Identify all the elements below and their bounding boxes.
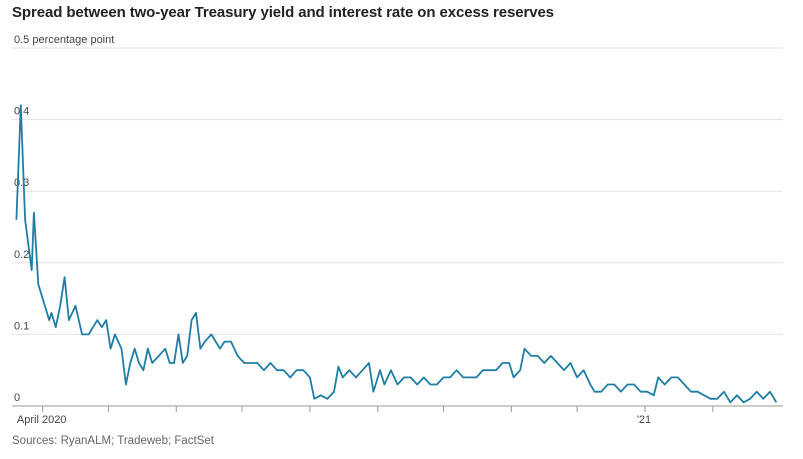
source-note: Sources: RyanALM; Tradeweb; FactSet <box>12 435 214 447</box>
x-tick-label: April 2020 <box>17 414 67 426</box>
y-tick-label: 0 <box>14 392 20 404</box>
gridlines <box>12 47 783 335</box>
chart-title: Spread between two-year Treasury yield a… <box>12 4 554 21</box>
y-tick-label: 0.5 percentage point <box>14 34 114 46</box>
y-axis-ticks: 00.10.20.30.40.5 percentage point <box>14 34 114 404</box>
y-tick-label: 0.1 <box>14 320 29 332</box>
y-tick-label: 0.2 <box>14 249 29 261</box>
series-layer <box>15 104 778 404</box>
y-tick-label: 0.3 <box>14 177 29 189</box>
x-tick-label: '21 <box>637 414 651 426</box>
series-line <box>15 104 778 404</box>
x-axis: April 2020 '21 <box>12 405 783 426</box>
